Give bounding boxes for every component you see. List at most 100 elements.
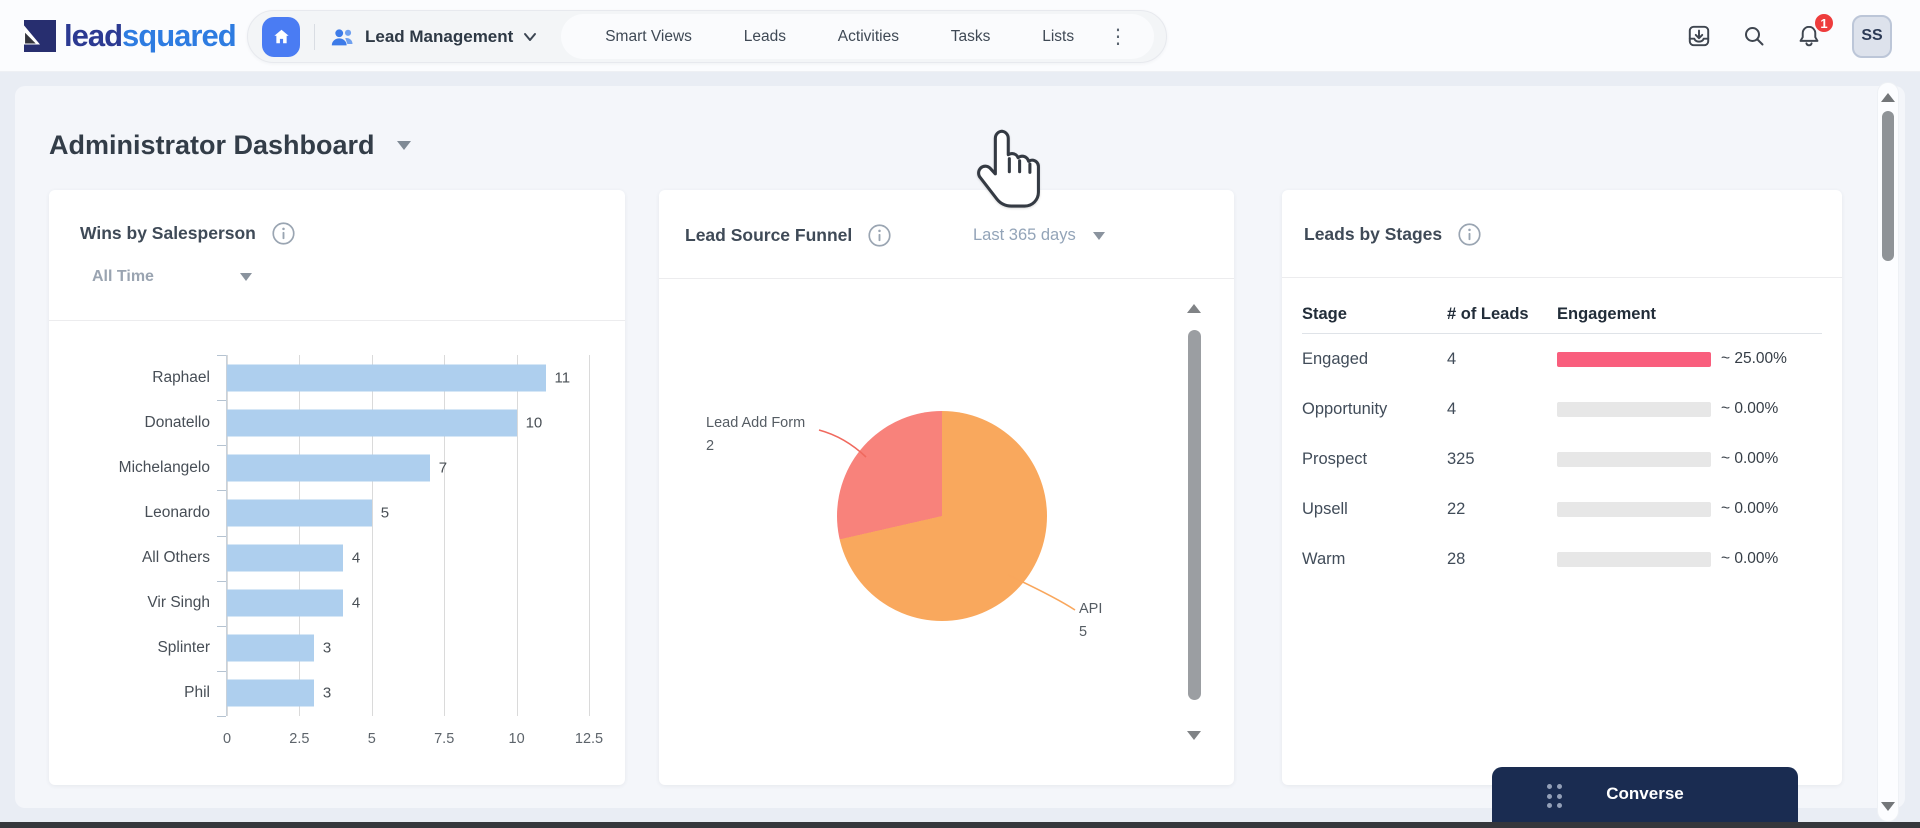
axis-tick: [217, 445, 226, 447]
stage-row: Prospect 325 ~ 0.00%: [1302, 434, 1822, 484]
wins-rows: Raphael 11 Donatello 10 Michelangelo 7 Leonard…: [49, 355, 625, 716]
avatar[interactable]: SS: [1852, 14, 1892, 58]
bar-category-label: Leonardo: [144, 503, 210, 521]
wins-filter-caret-icon: [240, 273, 252, 281]
column-header-stage: Stage: [1302, 305, 1347, 323]
info-icon[interactable]: [868, 224, 891, 247]
home-icon: [273, 29, 289, 44]
bar-row: Vir Singh 4: [49, 581, 625, 626]
wins-grid: [226, 355, 590, 716]
nav-item-smart-views[interactable]: Smart Views: [605, 27, 692, 45]
x-axis-label: 10: [508, 731, 525, 747]
stage-name: Opportunity: [1302, 399, 1388, 418]
info-icon[interactable]: [272, 222, 295, 245]
funnel-pie[interactable]: [837, 411, 1047, 621]
bar[interactable]: [227, 499, 372, 527]
bar-row: Phil 3: [49, 671, 625, 716]
axis-tick: [217, 355, 226, 356]
bar[interactable]: [227, 454, 430, 482]
search-icon: [1745, 27, 1764, 46]
divider: [1282, 277, 1842, 278]
stage-row: Warm 28 ~ 0.00%: [1302, 534, 1822, 584]
stage-engagement: ~ 25.00%: [1557, 350, 1822, 368]
bar-category-label: Donatello: [144, 413, 211, 431]
axis-tick: [217, 670, 226, 672]
funnel-filter-caret-icon: [1093, 231, 1105, 240]
dashboard-caret-icon: [396, 141, 411, 150]
axis-tick: [217, 535, 226, 537]
bar-category-label: Phil: [184, 684, 210, 702]
gridline: [299, 355, 301, 716]
x-axis-label: 12.5: [574, 731, 604, 747]
stage-lead-count: 325: [1447, 449, 1475, 468]
page-scroll-up-arrow[interactable]: [1881, 93, 1895, 102]
leads-by-stages-card: Leads by Stages Stage # of Leads Engagem…: [1282, 190, 1842, 785]
scroll-thumb[interactable]: [1188, 330, 1201, 700]
drag-handle-icon[interactable]: [1547, 784, 1564, 810]
notifications-button[interactable]: 1: [1796, 12, 1835, 49]
import-button[interactable]: [1686, 23, 1712, 49]
x-axis-label: 2.5: [289, 731, 310, 747]
nav-pill: Lead Management Smart Views Leads Activiti…: [247, 10, 1167, 63]
column-header-leads: # of Leads: [1447, 305, 1529, 323]
column-header-engagement: Engagement: [1557, 305, 1657, 323]
stages-table: Stage # of Leads Engagement Engaged 4 ~ 25…: [1282, 296, 1842, 584]
bar[interactable]: [227, 364, 546, 392]
engagement-bar: [1557, 451, 1711, 467]
bar[interactable]: [227, 679, 314, 707]
stage-name: Warm: [1302, 549, 1346, 568]
stage-name: Prospect: [1302, 449, 1368, 468]
scroll-down-arrow[interactable]: [1187, 731, 1201, 740]
converse-label: Converse: [1606, 784, 1684, 803]
engagement-percent: ~ 0.00%: [1721, 450, 1779, 467]
stage-name: Upsell: [1302, 499, 1348, 518]
stage-engagement: ~ 0.00%: [1557, 500, 1822, 518]
info-icon[interactable]: [1458, 223, 1481, 246]
leadsquared-logo[interactable]: leadsquared: [24, 0, 237, 72]
bar[interactable]: [227, 409, 517, 437]
pie-label-lead-add-form: Lead Add Form 2: [706, 415, 806, 454]
bar[interactable]: [227, 544, 343, 572]
bar-value-label: 10: [525, 414, 543, 432]
dashboard-shell: Administrator Dashboard Wins by Salesper…: [15, 86, 1905, 808]
stage-lead-count: 4: [1447, 399, 1457, 418]
dashboard-title-row[interactable]: Administrator Dashboard: [49, 130, 411, 161]
bar-category-label: Raphael: [152, 368, 210, 386]
stage-lead-count: 22: [1447, 499, 1466, 518]
gridline: [589, 355, 590, 716]
workspace-switcher[interactable]: Lead Management: [329, 26, 537, 48]
more-menu-icon[interactable]: ⋮: [1108, 25, 1128, 48]
converse-button[interactable]: Converse: [1492, 767, 1798, 828]
nav-item-leads[interactable]: Leads: [743, 27, 786, 45]
logo-text: leadsquared: [64, 18, 237, 53]
nav-item-activities[interactable]: Activities: [837, 27, 899, 45]
stage-row: Engaged 4 ~ 25.00%: [1302, 334, 1822, 384]
page-scroll-thumb[interactable]: [1882, 111, 1894, 261]
engagement-percent: ~ 25.00%: [1721, 350, 1787, 367]
home-button[interactable]: [262, 16, 300, 57]
page-scroll-down-arrow[interactable]: [1881, 802, 1895, 811]
gridline: [227, 355, 228, 716]
x-axis-label: 0: [222, 731, 232, 747]
nav-menu-box: Smart Views Leads Activities Tasks Lists ⋮: [561, 14, 1154, 59]
bar-row: Donatello 10: [49, 400, 625, 445]
bar-value-label: 4: [351, 594, 361, 612]
search-button[interactable]: [1742, 24, 1766, 48]
gridline: [371, 355, 373, 716]
scroll-up-arrow[interactable]: [1187, 304, 1201, 313]
bar-category-label: Vir Singh: [147, 594, 210, 612]
nav-item-tasks[interactable]: Tasks: [950, 27, 991, 45]
stage-engagement: ~ 0.00%: [1557, 550, 1822, 568]
bar[interactable]: [227, 589, 343, 617]
stages-rows: Engaged 4 ~ 25.00% Opportunity 4 ~ 0.00% Prosp…: [1302, 334, 1822, 584]
bar-value-label: 7: [438, 459, 448, 477]
wins-time-filter[interactable]: All Time: [92, 268, 252, 286]
bar[interactable]: [227, 634, 314, 662]
nav-item-lists[interactable]: Lists: [1042, 27, 1075, 45]
window-bottom-edge: [0, 822, 1920, 828]
logo-mark-icon: [24, 20, 56, 52]
funnel-time-filter[interactable]: Last 365 days: [973, 226, 1105, 245]
page-scrollbar: [1877, 82, 1899, 822]
wins-xlabels: 0 2.5 5 7.5 10 12.5: [49, 731, 625, 751]
chevron-down-icon: [524, 32, 537, 41]
